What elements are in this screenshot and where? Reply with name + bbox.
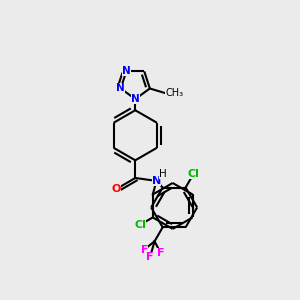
Text: Cl: Cl (134, 220, 146, 230)
Text: N: N (116, 83, 125, 94)
Text: F: F (146, 252, 154, 262)
Text: N: N (152, 176, 161, 186)
Text: H: H (159, 169, 167, 179)
Text: F: F (157, 248, 164, 257)
Text: N: N (131, 94, 140, 104)
Text: CH₃: CH₃ (165, 88, 184, 98)
Text: F: F (140, 244, 148, 255)
Text: O: O (112, 184, 121, 194)
Text: Cl: Cl (187, 169, 199, 179)
Text: N: N (122, 66, 131, 76)
